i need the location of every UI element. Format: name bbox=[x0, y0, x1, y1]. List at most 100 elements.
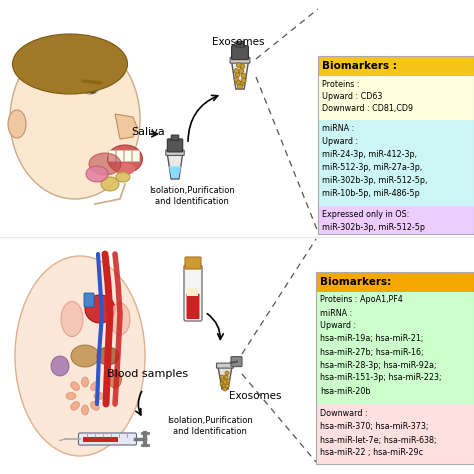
Text: hsa-miR-27b; hsa-miR-16;: hsa-miR-27b; hsa-miR-16; bbox=[320, 347, 424, 356]
Ellipse shape bbox=[71, 382, 80, 391]
Text: hsa-miR-370; hsa-miR-373;: hsa-miR-370; hsa-miR-373; bbox=[320, 422, 428, 431]
Ellipse shape bbox=[15, 256, 145, 456]
Ellipse shape bbox=[108, 145, 143, 173]
Ellipse shape bbox=[82, 377, 89, 387]
Circle shape bbox=[235, 72, 240, 77]
Polygon shape bbox=[169, 166, 181, 178]
Text: miRNA :: miRNA : bbox=[322, 124, 354, 133]
Ellipse shape bbox=[71, 345, 99, 367]
Text: miR-24-3p, miR-412-3p,: miR-24-3p, miR-412-3p, bbox=[322, 149, 417, 158]
FancyBboxPatch shape bbox=[186, 293, 200, 319]
Ellipse shape bbox=[109, 370, 121, 388]
Text: Saliva: Saliva bbox=[131, 127, 165, 137]
Text: Biomarkers:: Biomarkers: bbox=[320, 277, 391, 287]
Ellipse shape bbox=[85, 295, 115, 323]
Ellipse shape bbox=[101, 177, 119, 191]
FancyBboxPatch shape bbox=[125, 151, 131, 162]
Circle shape bbox=[234, 69, 239, 73]
Ellipse shape bbox=[82, 405, 89, 415]
FancyBboxPatch shape bbox=[133, 151, 139, 162]
Ellipse shape bbox=[51, 356, 69, 376]
Text: Upward : CD63: Upward : CD63 bbox=[322, 91, 383, 100]
Text: miRNA :: miRNA : bbox=[320, 309, 352, 318]
Ellipse shape bbox=[110, 303, 130, 335]
Circle shape bbox=[224, 375, 228, 379]
Circle shape bbox=[237, 63, 241, 67]
FancyBboxPatch shape bbox=[230, 57, 250, 63]
Ellipse shape bbox=[71, 401, 80, 410]
FancyBboxPatch shape bbox=[217, 363, 234, 368]
Polygon shape bbox=[115, 114, 137, 139]
Text: hsa-miR-20b: hsa-miR-20b bbox=[320, 386, 371, 395]
Ellipse shape bbox=[91, 382, 99, 391]
FancyBboxPatch shape bbox=[316, 292, 474, 404]
Polygon shape bbox=[218, 366, 232, 389]
Ellipse shape bbox=[91, 401, 99, 410]
Text: hsa-miR-let-7e; hsa-miR-638;: hsa-miR-let-7e; hsa-miR-638; bbox=[320, 436, 437, 445]
Text: hsa-miR-151-3p; hsa-miR-223;: hsa-miR-151-3p; hsa-miR-223; bbox=[320, 374, 442, 383]
Text: Proteins : ApoA1,PF4: Proteins : ApoA1,PF4 bbox=[320, 295, 403, 304]
Ellipse shape bbox=[66, 392, 76, 400]
Circle shape bbox=[225, 384, 229, 388]
Circle shape bbox=[240, 81, 245, 85]
FancyBboxPatch shape bbox=[185, 257, 201, 269]
Ellipse shape bbox=[115, 163, 135, 175]
Text: Biomarkers :: Biomarkers : bbox=[322, 61, 397, 71]
Circle shape bbox=[237, 84, 242, 89]
Text: miR-10b-5p, miR-486-5p: miR-10b-5p, miR-486-5p bbox=[322, 189, 420, 198]
FancyBboxPatch shape bbox=[83, 437, 118, 441]
FancyBboxPatch shape bbox=[318, 120, 474, 206]
Text: Exosomes: Exosomes bbox=[212, 37, 264, 47]
FancyBboxPatch shape bbox=[316, 404, 474, 464]
Circle shape bbox=[226, 379, 230, 383]
Circle shape bbox=[241, 78, 246, 83]
FancyBboxPatch shape bbox=[109, 151, 116, 162]
FancyBboxPatch shape bbox=[318, 76, 474, 120]
Text: Isolation,Purification
and Identification: Isolation,Purification and Identificatio… bbox=[149, 186, 235, 206]
FancyBboxPatch shape bbox=[184, 265, 202, 321]
Polygon shape bbox=[232, 62, 248, 89]
FancyBboxPatch shape bbox=[318, 56, 474, 76]
Text: hsa-miR-22 ; hsa-miR-29c: hsa-miR-22 ; hsa-miR-29c bbox=[320, 448, 423, 457]
Circle shape bbox=[222, 384, 226, 388]
FancyBboxPatch shape bbox=[188, 288, 199, 296]
Circle shape bbox=[240, 64, 245, 69]
FancyBboxPatch shape bbox=[84, 293, 94, 307]
Circle shape bbox=[234, 77, 239, 82]
Text: miR-302b-3p, miR-512-5p: miR-302b-3p, miR-512-5p bbox=[322, 222, 425, 231]
Text: Upward :: Upward : bbox=[320, 321, 356, 330]
Ellipse shape bbox=[116, 172, 130, 182]
FancyBboxPatch shape bbox=[232, 46, 248, 60]
Circle shape bbox=[239, 69, 244, 73]
FancyBboxPatch shape bbox=[316, 272, 474, 292]
Circle shape bbox=[225, 371, 229, 375]
FancyBboxPatch shape bbox=[231, 356, 242, 366]
FancyBboxPatch shape bbox=[171, 135, 179, 140]
Circle shape bbox=[223, 387, 227, 391]
Circle shape bbox=[241, 73, 246, 78]
Ellipse shape bbox=[10, 39, 140, 199]
Ellipse shape bbox=[8, 110, 26, 138]
Circle shape bbox=[221, 378, 225, 382]
Text: Exosomes: Exosomes bbox=[229, 391, 281, 401]
Ellipse shape bbox=[89, 153, 121, 175]
Text: Blood samples: Blood samples bbox=[108, 369, 189, 379]
Text: Upward :: Upward : bbox=[322, 137, 358, 146]
Text: miR-512-3p, miR-27a-3p,: miR-512-3p, miR-27a-3p, bbox=[322, 163, 422, 172]
FancyBboxPatch shape bbox=[117, 151, 124, 162]
Ellipse shape bbox=[12, 34, 128, 94]
FancyBboxPatch shape bbox=[236, 41, 244, 47]
Ellipse shape bbox=[94, 392, 104, 400]
Ellipse shape bbox=[86, 166, 108, 182]
Circle shape bbox=[237, 81, 241, 85]
Text: hsa-miR-28-3p; hsa-miR-92a;: hsa-miR-28-3p; hsa-miR-92a; bbox=[320, 361, 437, 370]
Ellipse shape bbox=[97, 347, 119, 365]
Text: Expressed only in OS:: Expressed only in OS: bbox=[322, 210, 410, 219]
Text: miR-302b-3p, miR-512-5p,: miR-302b-3p, miR-512-5p, bbox=[322, 175, 428, 184]
Circle shape bbox=[220, 382, 224, 386]
Text: hsa-miR-19a; hsa-miR-21;: hsa-miR-19a; hsa-miR-21; bbox=[320, 335, 423, 344]
Text: Downward : CD81,CD9: Downward : CD81,CD9 bbox=[322, 103, 413, 112]
Ellipse shape bbox=[61, 301, 83, 337]
FancyBboxPatch shape bbox=[167, 139, 182, 152]
Circle shape bbox=[88, 85, 96, 93]
